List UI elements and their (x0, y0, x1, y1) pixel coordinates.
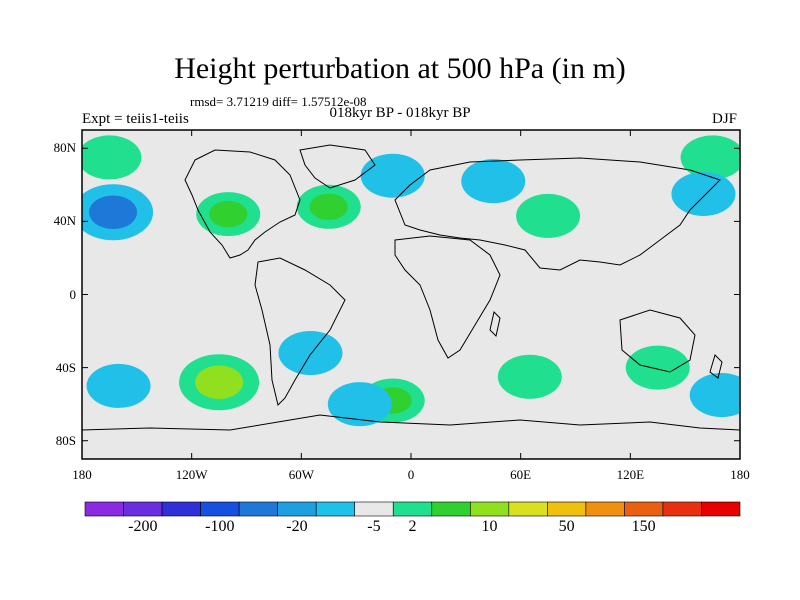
perturbation-core (702, 381, 740, 409)
y-tick-label: 0 (69, 286, 77, 302)
coastlines (82, 144, 740, 431)
perturbation-core (90, 144, 129, 171)
season-label: DJF (712, 111, 738, 127)
colorbar-swatch (508, 501, 548, 517)
colorbar-swatch (200, 501, 240, 517)
perturbation-core (373, 162, 412, 189)
perturbation-core (195, 365, 244, 400)
perturbation-core (291, 339, 330, 367)
perturbation-core (99, 372, 138, 400)
x-tick-label: 60W (288, 467, 314, 482)
colorbar-swatch (277, 501, 317, 517)
perturbation-core (510, 363, 550, 390)
colorbar-swatch (84, 501, 124, 517)
colorbar-swatch (161, 501, 201, 517)
x-tick-label: 0 (407, 467, 415, 482)
perturbation-core (209, 200, 248, 228)
colorbar-swatch (624, 501, 664, 517)
y-tick-label: 80S (55, 432, 76, 448)
colorbar (84, 501, 741, 517)
stats-label: rmsd= 3.71219 diff= 1.57512e-08 (190, 94, 367, 109)
x-tick-label: 120W (175, 467, 208, 482)
perturbation-core (340, 390, 380, 418)
perturbation-core (693, 144, 732, 171)
experiment-label: Expt = teiis1-teiis (82, 111, 189, 127)
colorbar-label: -20 (286, 518, 308, 535)
colorbar-label: 150 (631, 518, 656, 535)
colorbar-label: 2 (408, 518, 417, 535)
colorbar-swatch (469, 501, 510, 517)
colorbar-swatch (238, 501, 278, 517)
perturbation-field (82, 135, 740, 427)
perturbation-core (684, 180, 723, 208)
perturbation-core (474, 167, 513, 195)
y-tick-label: 40S (55, 359, 76, 375)
colorbar-swatch (585, 501, 625, 517)
perturbation-core (89, 195, 138, 230)
x-tick-label: 60E (510, 467, 532, 482)
colorbar-label: -100 (205, 518, 235, 535)
colorbar-swatch (315, 501, 356, 517)
perturbation-core (638, 354, 677, 381)
colorbar-label: 50 (558, 518, 575, 535)
colorbar-label: -200 (128, 518, 158, 535)
y-tick-label: 40N (53, 213, 76, 229)
x-tick-label: 120E (616, 467, 645, 482)
y-tick-label: 80N (53, 140, 76, 156)
colorbar-label: -5 (367, 518, 381, 535)
colorbar-swatch (662, 501, 702, 517)
colorbar-swatch (123, 501, 163, 517)
colorbar-swatch (431, 501, 471, 517)
colorbar-swatch (701, 501, 741, 517)
x-tick-label: 180 (72, 467, 92, 482)
period-label: 018kyr BP - 018kyr BP (329, 105, 471, 121)
colorbar-swatch (547, 501, 587, 517)
x-tick-label: 180 (730, 467, 750, 482)
colorbar-swatch (354, 501, 394, 517)
chart-title: Height perturbation at 500 hPa (in m) (174, 52, 626, 85)
colorbar-label: 10 (481, 518, 498, 535)
colorbar-swatch (392, 501, 433, 517)
perturbation-core (528, 202, 568, 230)
perturbation-core (309, 193, 348, 220)
